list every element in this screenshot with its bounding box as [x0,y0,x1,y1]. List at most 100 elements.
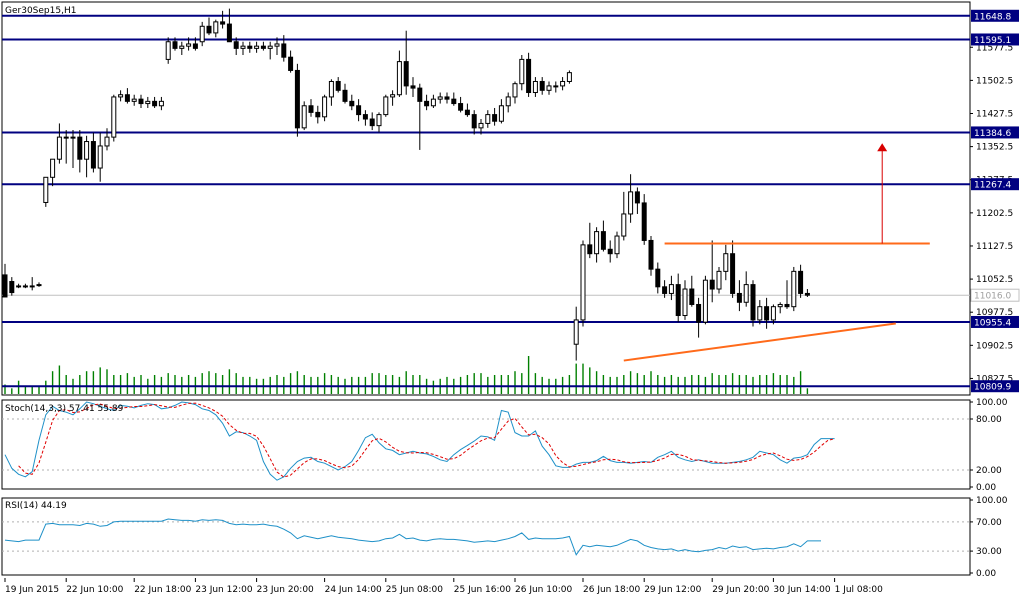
candle-body-bull [84,141,90,160]
chart-title: Ger30Sep15,H1 [5,6,76,16]
candle [621,191,627,241]
candle [138,94,144,108]
stoch-signal-line [18,402,835,478]
candle-body-bull [274,43,280,47]
rsi-panel: 100.00 70.00 30.00 0.00 [1,496,1008,579]
candle-body-bear [152,100,158,107]
candle-body-bull [43,176,49,203]
candle-body-bear [464,109,470,116]
candle [349,94,355,111]
candle-body-bull [328,80,334,98]
candle [655,262,661,294]
price-tick-label: 10827.5 [976,374,1013,384]
candle-body-bear [675,284,681,317]
candle-body-bull [580,244,586,321]
candle-body-bull [63,136,69,139]
candle [532,77,538,97]
price-tick-label: 10902.5 [976,341,1013,351]
candle [56,123,62,164]
candle [240,41,246,55]
candle [328,79,334,106]
candle-body-bear [641,202,647,241]
candle-body-bear [226,23,232,43]
candle-body-bear [294,69,300,129]
candle-body-bull [22,285,28,288]
level-label: 11648.8 [974,12,1011,22]
candle-body-bull [532,80,538,94]
candle-body-bull [131,98,137,102]
candle [505,92,511,113]
candle-body-bear [730,253,736,294]
candle [764,297,770,329]
candle-body-bear [281,43,287,58]
indicator-frame [1,399,971,490]
candle [308,99,314,117]
candle-body-bull [16,285,22,288]
candle-body-bull [505,96,511,107]
candle [675,273,681,323]
candle [369,112,375,131]
candle [553,81,559,93]
candle-body-bull [560,80,566,87]
candle-body-bull [97,145,103,169]
candle [301,101,307,131]
candle [451,92,457,106]
level-label-bg [971,380,1019,393]
candle [668,275,674,301]
price-tick-label: 11127.5 [976,242,1013,252]
candle [458,96,464,113]
candle [573,306,579,361]
candle-body-bear [696,303,702,323]
candle [784,280,790,309]
candle [335,77,341,93]
candle-body-bull [478,122,484,129]
price-tick-label: 11352.5 [976,143,1013,153]
candle [539,77,545,95]
candle [430,94,436,108]
candle-body-bear [2,274,8,298]
candle-body-bear [315,111,321,118]
candle [634,187,640,214]
candle [213,19,219,38]
candle [158,96,164,111]
time-tick-label: 1 Jul 08:00 [835,585,884,595]
candle [172,37,178,51]
candle-body-bull [50,158,56,178]
time-tick-label: 29 Jun 20:00 [712,585,769,595]
candle-body-bear [172,41,178,49]
candle-body-bull [566,72,572,82]
candle-body-bear [220,21,226,25]
candle [791,266,797,312]
indicator-tick-label: 0.00 [976,569,996,579]
candle-body-bear [648,239,654,270]
candle [124,88,130,104]
candle-body-bull [594,231,600,255]
target-arrow-head [877,143,888,152]
candle [118,90,124,102]
price-tick-label: 11502.5 [976,76,1013,86]
time-tick-label: 22 Jun 10:00 [66,585,123,595]
candle-body-bear [403,61,409,87]
indicator-main-line [4,518,821,556]
candle [97,132,103,182]
candle [777,302,783,314]
candle [696,297,702,338]
candle-body-bull [179,45,185,49]
time-tick-label: 23 Jun 20:00 [257,585,314,595]
candle [63,130,69,164]
trend-line[interactable] [623,322,896,362]
candle [131,94,137,106]
candle [594,227,600,263]
candle [90,132,96,173]
candle [294,63,300,137]
candle [444,92,450,104]
candle-body-bull [267,45,273,49]
level-label: 11595.1 [974,36,1011,46]
candle [315,105,321,124]
candle-body-bear [9,281,15,294]
candle [376,112,382,133]
candle-body-bear [335,80,341,91]
candle-body-bull [573,319,579,345]
candle [519,54,525,91]
